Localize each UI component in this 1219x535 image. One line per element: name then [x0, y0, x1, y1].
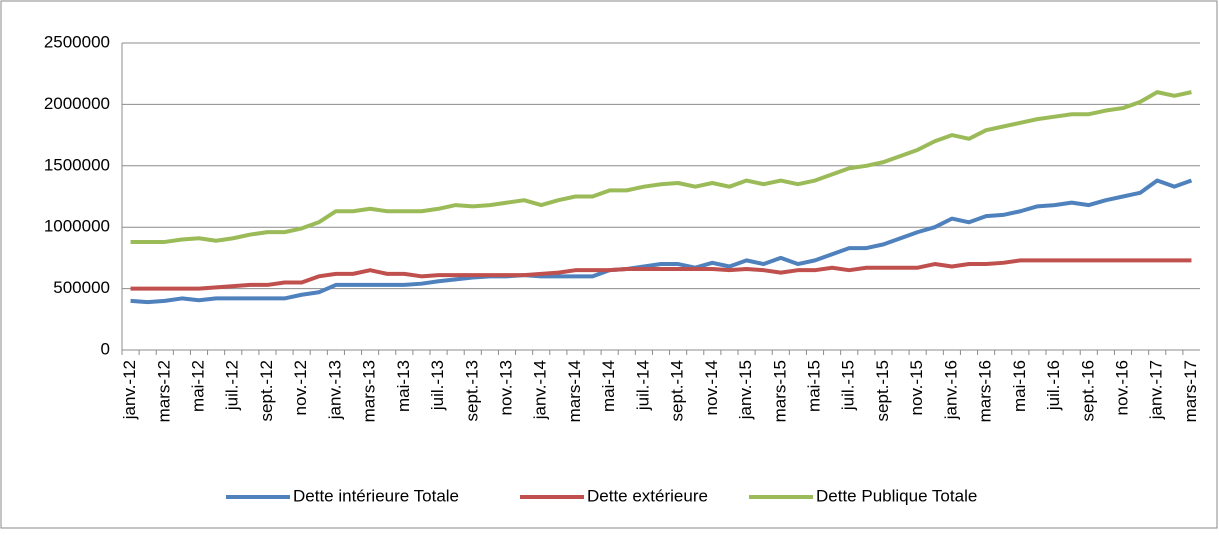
x-tick-label: mars-13	[360, 360, 379, 422]
x-tick-label: janv.-13	[325, 360, 344, 420]
x-tick-label: juil.-12	[223, 360, 242, 411]
x-tick-label: janv.-16	[941, 360, 960, 420]
y-tick-label: 0	[101, 339, 110, 358]
x-tick-label: mai-12	[188, 360, 207, 412]
x-tick-label: mars-16	[976, 360, 995, 422]
x-tick-label: mai-16	[1010, 360, 1029, 412]
y-tick-label: 1000000	[44, 217, 110, 236]
x-tick-label: janv.-12	[120, 360, 139, 420]
x-tick-label: mars-14	[565, 360, 584, 422]
y-tick-label: 500000	[53, 278, 110, 297]
x-tick-label: nov.-12	[291, 360, 310, 415]
x-tick-label: mars-17	[1181, 360, 1200, 422]
x-tick-label: mars-15	[770, 360, 789, 422]
x-tick-label: janv.-14	[531, 360, 550, 420]
series-line	[130, 178, 1193, 305]
y-tick-label: 1500000	[44, 155, 110, 174]
legend-label: Dette extérieure	[587, 486, 708, 505]
series-line	[130, 90, 1192, 244]
x-tick-label: nov.-13	[496, 360, 515, 415]
y-tick-label: 2500000	[44, 32, 110, 51]
x-tick-label: mai-15	[804, 360, 823, 412]
x-tick-label: janv.-15	[736, 360, 755, 420]
legend-label: Dette Publique Totale	[816, 486, 977, 505]
x-tick-label: sept.-16	[1078, 360, 1097, 421]
x-tick-label: juil.-14	[633, 360, 652, 411]
x-tick-label: juil.-13	[428, 360, 447, 411]
x-tick-label: nov.-15	[907, 360, 926, 415]
x-tick-label: sept.-15	[873, 360, 892, 421]
x-tick-label: sept.-14	[668, 360, 687, 421]
x-tick-label: nov.-16	[1112, 360, 1131, 415]
legend-label: Dette intérieure Totale	[293, 486, 459, 505]
x-tick-label: mars-12	[154, 360, 173, 422]
x-tick-label: janv.-17	[1147, 360, 1166, 420]
x-tick-label: sept.-12	[257, 360, 276, 421]
x-tick-label: juil.-15	[839, 360, 858, 411]
x-tick-label: nov.-14	[702, 360, 721, 415]
x-tick-label: juil.-16	[1044, 360, 1063, 411]
x-tick-label: mai-14	[599, 360, 618, 412]
y-tick-label: 2000000	[44, 94, 110, 113]
x-tick-label: sept.-13	[462, 360, 481, 421]
series-line	[130, 258, 1192, 291]
x-tick-label: mai-13	[394, 360, 413, 412]
